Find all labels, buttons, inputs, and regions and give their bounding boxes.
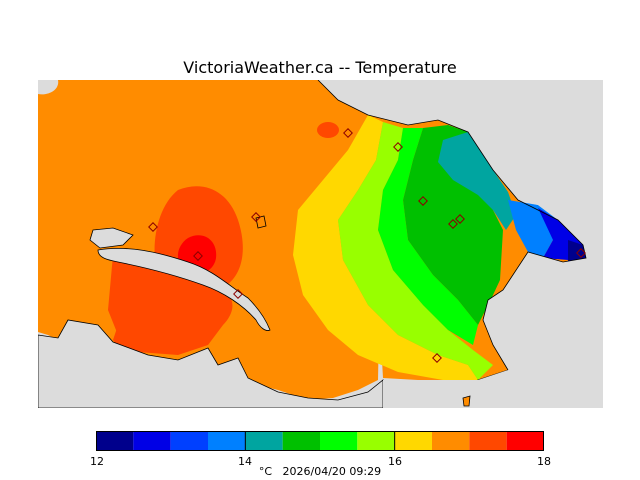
island [462, 395, 471, 407]
unit-label: °C [258, 465, 273, 478]
colorbar-tick-label: 12 [90, 455, 104, 468]
island [255, 215, 267, 229]
water-channel [97, 247, 271, 331]
colorbar [96, 431, 544, 451]
colorbar-bin [282, 431, 320, 451]
timestamp: 2026/04/20 09:29 [282, 465, 382, 478]
colorbar-bin [469, 431, 507, 451]
colorbar-bin [357, 431, 395, 451]
region-yellow [293, 115, 478, 380]
region-redorange-south [108, 250, 233, 355]
colorbar-tick-label: 18 [537, 455, 551, 468]
colorbar-tick-label: 14 [238, 455, 252, 468]
colorbar-bin [245, 431, 283, 451]
station-marker [448, 219, 458, 229]
colorbar-tick-label: 16 [388, 455, 402, 468]
colorbar-bin [320, 431, 358, 451]
coastline [317, 80, 587, 371]
water-channel-west [89, 227, 134, 249]
colorbar-bin [170, 431, 208, 451]
footer: °C 2026/04/20 09:29 [0, 465, 640, 478]
region-lightgreen [338, 122, 493, 380]
colorbar-bin [394, 431, 432, 451]
station-marker [418, 196, 428, 206]
colorbar-bin [208, 431, 246, 451]
station-marker [455, 214, 465, 224]
station-markers [148, 128, 586, 363]
station-marker [251, 212, 261, 222]
water-notch-topleft [38, 80, 59, 95]
station-marker [193, 251, 203, 261]
colorbar-bin [133, 431, 171, 451]
station-marker [343, 128, 353, 138]
colorbar-frame [96, 431, 544, 451]
station-marker [576, 248, 586, 258]
colorbar-bin [96, 431, 134, 451]
water-east [383, 80, 603, 408]
region-redorange-spot [317, 122, 339, 138]
temperature-map [38, 80, 603, 408]
region-brightgreen [378, 128, 478, 345]
colorbar-bin [432, 431, 470, 451]
station-marker [233, 289, 243, 299]
station-marker [393, 142, 403, 152]
region-teal [438, 132, 516, 230]
map-title: VictoriaWeather.ca -- Temperature [183, 58, 457, 77]
station-marker [148, 222, 158, 232]
colorbar-bin [506, 431, 544, 451]
station-marker [432, 353, 442, 363]
